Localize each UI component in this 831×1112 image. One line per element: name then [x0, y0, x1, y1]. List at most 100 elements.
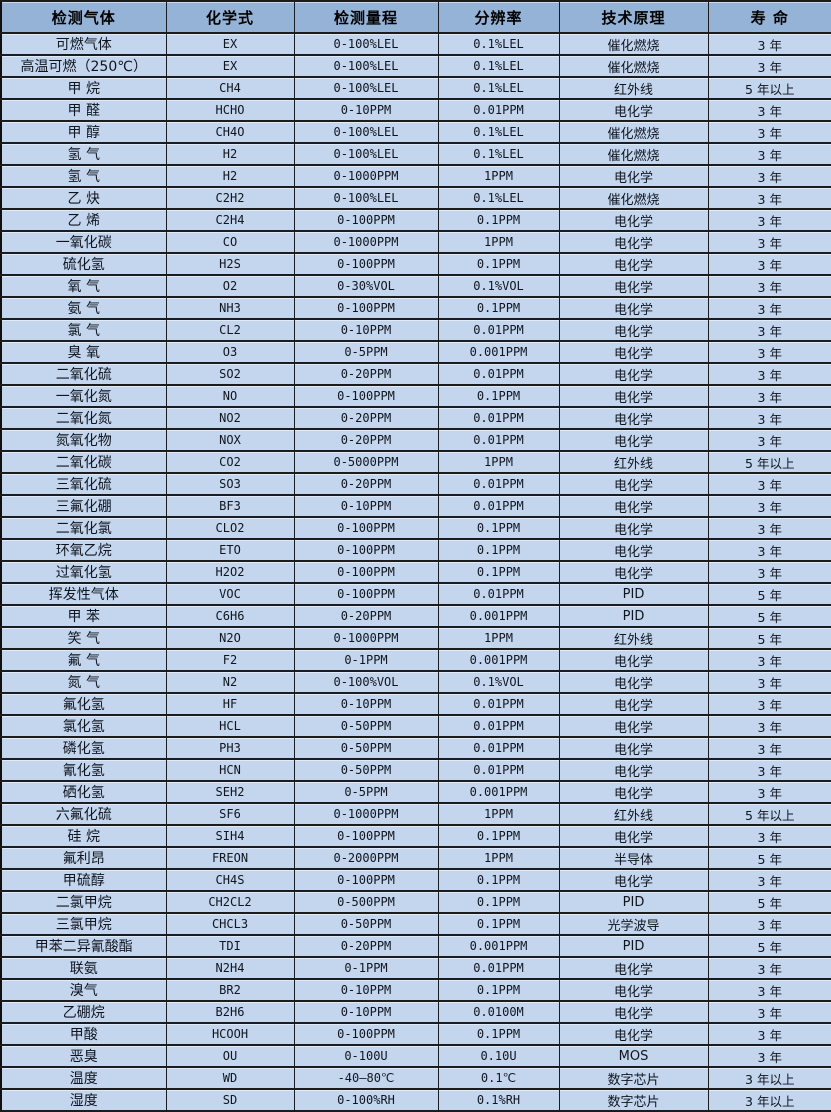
cell-gas: 氟 气 [0, 648, 167, 672]
table-header: 检测气体 化学式 检测量程 分辨率 技术原理寿 命 [0, 0, 831, 34]
cell-gas: 三氟化硼 [0, 494, 167, 518]
table-row: 二氧化氮 NO2 0-20PPM 0.01PPM 电化学 3 年 [0, 406, 831, 430]
cell-resolution: 0.1PPM [437, 296, 560, 320]
table-row: 乙 烯 C2H4 0-100PPM 0.1PPM 电化学 3 年 [0, 208, 831, 232]
cell-resolution: 0.1%LEL [437, 186, 560, 210]
table-row: 三氟化硼 BF3 0-10PPM 0.01PPM 电化学 3 年 [0, 494, 831, 518]
cell-gas: 二氯甲烷 [0, 890, 167, 914]
table-row: 二氧化碳 CO2 0-5000PPM 1PPM 红外线 5 年以上 [0, 450, 831, 474]
cell-range: 0-1000PPM [293, 230, 439, 254]
cell-gas: 一氧化碳 [0, 230, 167, 254]
cell-formula: CHCL3 [165, 912, 295, 936]
cell-gas: 一氧化氮 [0, 384, 167, 408]
cell-principle: 数字芯片 [558, 1066, 709, 1090]
cell-formula: EX [165, 54, 295, 78]
cell-lifespan: 3 年 [707, 186, 831, 210]
cell-resolution: 0.1PPM [437, 538, 560, 562]
cell-gas: 氨 气 [0, 296, 167, 320]
cell-lifespan: 5 年 [707, 604, 831, 628]
cell-lifespan: 3 年 [707, 296, 831, 320]
cell-resolution: 0.01PPM [437, 714, 560, 738]
table-row: 一氧化碳 CO 0-1000PPM 1PPM 电化学 3 年 [0, 230, 831, 254]
cell-range: 0-100%LEL [293, 186, 439, 210]
cell-formula: CO2 [165, 450, 295, 474]
cell-formula: OU [165, 1044, 295, 1068]
cell-principle: 电化学 [558, 296, 709, 320]
cell-principle: 催化燃烧 [558, 120, 709, 144]
cell-gas: 甲 烷 [0, 76, 167, 100]
cell-lifespan: 3 年 [707, 208, 831, 232]
cell-range: 0-50PPM [293, 736, 439, 760]
cell-resolution: 0.01PPM [437, 98, 560, 122]
cell-formula: SIH4 [165, 824, 295, 848]
cell-principle: 电化学 [558, 736, 709, 760]
cell-gas: 氯 气 [0, 318, 167, 342]
cell-lifespan: 3 年 [707, 538, 831, 562]
cell-resolution: 0.0100M [437, 1000, 560, 1024]
cell-formula: HCHO [165, 98, 295, 122]
cell-formula: CH4 [165, 76, 295, 100]
cell-range: 0-100%RH [293, 1088, 439, 1112]
table-row: 氮 气 N2 0-100%VOL 0.1%VOL 电化学 3 年 [0, 670, 831, 694]
cell-principle: PID [558, 604, 709, 628]
cell-lifespan: 3 年 [707, 714, 831, 738]
cell-lifespan: 5 年以上 [707, 802, 831, 826]
cell-range: 0-1000PPM [293, 164, 439, 188]
cell-lifespan: 3 年 [707, 1022, 831, 1046]
cell-principle: 红外线 [558, 626, 709, 650]
cell-range: 0-100PPM [293, 252, 439, 276]
cell-gas: 甲 醛 [0, 98, 167, 122]
cell-gas: 氧 气 [0, 274, 167, 298]
cell-formula: H2O2 [165, 560, 295, 584]
cell-principle: 电化学 [558, 868, 709, 892]
cell-formula: FREON [165, 846, 295, 870]
cell-lifespan: 5 年 [707, 626, 831, 650]
cell-resolution: 0.1PPM [437, 912, 560, 936]
cell-gas: 二氧化氮 [0, 406, 167, 430]
cell-formula: H2 [165, 142, 295, 166]
cell-range: 0-100%LEL [293, 120, 439, 144]
cell-gas: 过氧化氢 [0, 560, 167, 584]
cell-resolution: 0.01PPM [437, 692, 560, 716]
cell-range: 0-10PPM [293, 98, 439, 122]
cell-principle: 红外线 [558, 76, 709, 100]
column-header-resolution: 分辨率 [437, 0, 560, 34]
table-row: 氟化氢 HF 0-10PPM 0.01PPM 电化学 3 年 [0, 692, 831, 716]
table-body: 可燃气体 EX 0-100%LEL 0.1%LEL 催化燃烧 3 年高温可燃（250℃） E… [0, 32, 831, 1112]
cell-lifespan: 3 年 [707, 428, 831, 452]
cell-gas: 甲 醇 [0, 120, 167, 144]
cell-resolution: 1PPM [437, 230, 560, 254]
cell-resolution: 0.1%VOL [437, 274, 560, 298]
cell-formula: EX [165, 32, 295, 56]
cell-principle: 电化学 [558, 560, 709, 584]
cell-gas: 高温可燃（250℃） [0, 54, 167, 78]
cell-formula: CLO2 [165, 516, 295, 540]
cell-lifespan: 3 年 [707, 912, 831, 936]
cell-gas: 甲 苯 [0, 604, 167, 628]
cell-resolution: 0.1%LEL [437, 142, 560, 166]
cell-resolution: 0.1PPM [437, 252, 560, 276]
cell-principle: 电化学 [558, 362, 709, 386]
cell-resolution: 0.10U [437, 1044, 560, 1068]
cell-gas: 温度 [0, 1066, 167, 1090]
cell-lifespan: 5 年以上 [707, 450, 831, 474]
table-row: 氰化氢 HCN 0-50PPM 0.01PPM 电化学 3 年 [0, 758, 831, 782]
cell-range: 0-100%VOL [293, 670, 439, 694]
table-row: 一氧化氮 NO 0-100PPM 0.1PPM 电化学 3 年 [0, 384, 831, 408]
cell-lifespan: 3 年 [707, 98, 831, 122]
cell-formula: CL2 [165, 318, 295, 342]
table-row: 氢 气 H2 0-1000PPM 1PPM 电化学 3 年 [0, 164, 831, 188]
cell-range: 0-100U [293, 1044, 439, 1068]
table-row: 湿度 SD 0-100%RH 0.1%RH 数字芯片 3 年以上 [0, 1088, 831, 1112]
cell-principle: 电化学 [558, 692, 709, 716]
cell-formula: SO3 [165, 472, 295, 496]
table-row: 三氯甲烷 CHCL3 0-50PPM 0.1PPM 光学波导 3 年 [0, 912, 831, 936]
cell-range: 0-5000PPM [293, 450, 439, 474]
cell-resolution: 0.1%VOL [437, 670, 560, 694]
table-row: 氧 气 O2 0-30%VOL 0.1%VOL 电化学 3 年 [0, 274, 831, 298]
table-row: 硒化氢 SEH2 0-5PPM 0.001PPM 电化学 3 年 [0, 780, 831, 804]
cell-range: 0-10PPM [293, 318, 439, 342]
cell-lifespan: 3 年 [707, 142, 831, 166]
table-row: 环氧乙烷 ETO 0-100PPM 0.1PPM 电化学 3 年 [0, 538, 831, 562]
cell-formula: N2H4 [165, 956, 295, 980]
